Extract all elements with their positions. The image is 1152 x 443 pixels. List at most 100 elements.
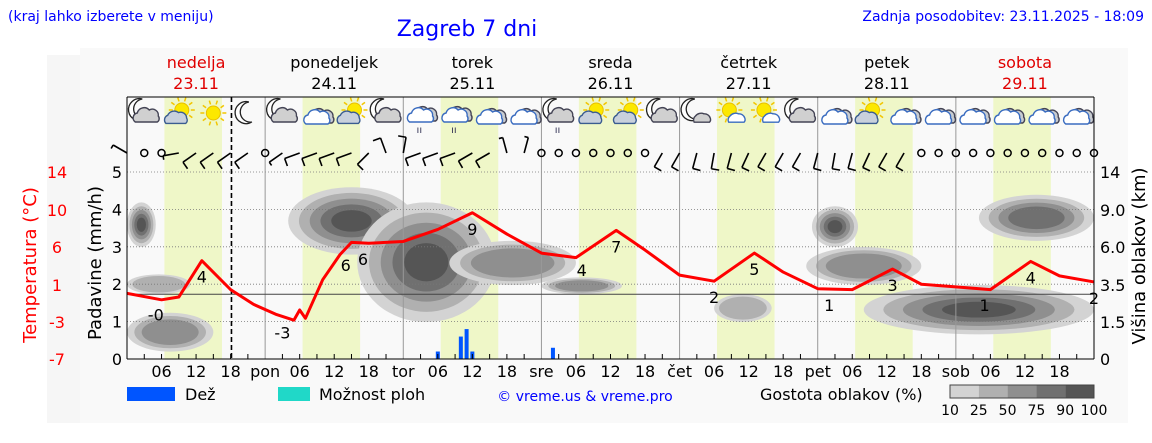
sun-cloud-icon [336, 97, 368, 125]
day-name: torek [452, 53, 494, 72]
barb-flag [792, 166, 800, 172]
barb-staff [182, 152, 197, 163]
showers-swatch [278, 387, 310, 401]
barb-flag [498, 136, 503, 140]
barb-flag [283, 158, 289, 167]
wind-barb-icon [791, 152, 802, 172]
sun-cloud-icon [163, 97, 195, 125]
barb-staff [831, 152, 836, 169]
wind-barb-icon [847, 152, 857, 172]
barb-flag [356, 163, 364, 171]
wind-barb-icon [162, 152, 179, 160]
temp-tick-label: 1 [52, 276, 62, 295]
location-hint[interactable]: (kraj lahko izberete v meniju) [8, 9, 214, 25]
barb-flag [268, 161, 273, 166]
cloud-cover-blob [718, 296, 767, 320]
calm-wind-icon [157, 148, 166, 158]
cloud-shape [761, 112, 781, 123]
cloud-height-tick-label: 9.0 [1100, 201, 1125, 220]
cloud-density-legend-label: Gostota oblakov (%) [760, 385, 923, 404]
sun-ray [585, 101, 590, 106]
temp-tick-label: 14 [47, 163, 67, 182]
temperature-extreme-label: 6 [341, 256, 351, 275]
calm-wind-icon [934, 148, 943, 158]
page-title: Zagreb 7 dni [397, 17, 538, 42]
barb-staff [379, 137, 387, 154]
calm-wind-icon [917, 148, 926, 158]
colorbar-label: 90 [1056, 403, 1074, 419]
barb-staff [402, 137, 407, 154]
barb-flag [832, 167, 841, 171]
barb-flag [524, 135, 529, 139]
cloud-shape [546, 107, 575, 123]
temperature-extreme-label: 1 [980, 296, 990, 315]
sun-ray [619, 101, 624, 106]
weather-icons: ıı ıı ıı [127, 97, 1095, 136]
barb-flag [813, 167, 822, 172]
barb-flag [404, 158, 410, 167]
barb-flag [847, 167, 857, 172]
barb-flag [862, 166, 871, 172]
temperature-extreme-label: 4 [577, 261, 587, 280]
barb-flag [774, 166, 783, 172]
wind-barb-icon [318, 152, 335, 167]
legend: Dež Možnost ploh © vreme.us & vreme.pro … [127, 384, 1107, 419]
sun-ray [752, 101, 758, 106]
wind-barb-icon [439, 152, 456, 167]
wind-barb-icon [812, 152, 822, 172]
sun-icon [200, 100, 227, 126]
barb-flag [895, 166, 904, 172]
barb-staff [475, 152, 491, 162]
cloud-cover-blob [1008, 206, 1065, 230]
cloud-shape [510, 109, 538, 125]
cloud-cover-blob [132, 276, 185, 293]
sun-ray [215, 100, 219, 105]
barb-staff [162, 152, 179, 157]
barb-flag [318, 158, 323, 167]
wind-barb-icon [757, 152, 767, 172]
sun-ray [626, 97, 629, 102]
x-hour-label: 06 [980, 362, 1000, 381]
cloud-shape [578, 110, 603, 125]
barb-flag [110, 144, 114, 149]
cloud-icon [924, 108, 957, 125]
wind-barb-icon [457, 152, 473, 169]
x-day-label: čet [667, 362, 692, 381]
wind-barb-icon [283, 152, 300, 167]
barb-flag [692, 167, 701, 172]
temperature-line [126, 211, 1095, 322]
copyright-link[interactable]: © vreme.us & vreme.pro [497, 389, 672, 405]
day-date: 29.11 [1002, 74, 1048, 93]
cloud-cover-blob [827, 220, 843, 234]
wind-barb-icon [653, 152, 663, 172]
sun-ray [724, 97, 728, 102]
sun-ray [202, 104, 207, 109]
grid [127, 97, 1094, 359]
sun-ray [208, 100, 212, 105]
wind-barb-icon [268, 152, 283, 166]
cloud-shape [788, 107, 817, 123]
barb-staff [847, 152, 854, 169]
wind-barb-icon [670, 152, 681, 172]
x-hour-label: 12 [877, 362, 897, 381]
sun-ray [188, 114, 193, 119]
day-date: 25.11 [449, 74, 495, 93]
barb-flag [398, 135, 407, 139]
temp-tick-label: -7 [49, 350, 65, 369]
wind-barb-icon [774, 152, 784, 172]
colorbar-cell [1065, 385, 1094, 398]
barb-flag [653, 166, 662, 172]
cloud-rain-icon: ıı [441, 106, 473, 136]
cloud-shape [993, 109, 1022, 125]
day-date: 28.11 [864, 74, 910, 93]
colorbar-label: 50 [999, 403, 1017, 419]
barb-flag [234, 161, 241, 170]
wind-barb-icon [404, 152, 421, 167]
colorbar-label: 25 [970, 403, 988, 419]
barb-flag [162, 155, 165, 160]
night-cloud-icon [784, 97, 817, 123]
colorbar-cell [1036, 385, 1066, 398]
sun-ray [718, 101, 723, 106]
